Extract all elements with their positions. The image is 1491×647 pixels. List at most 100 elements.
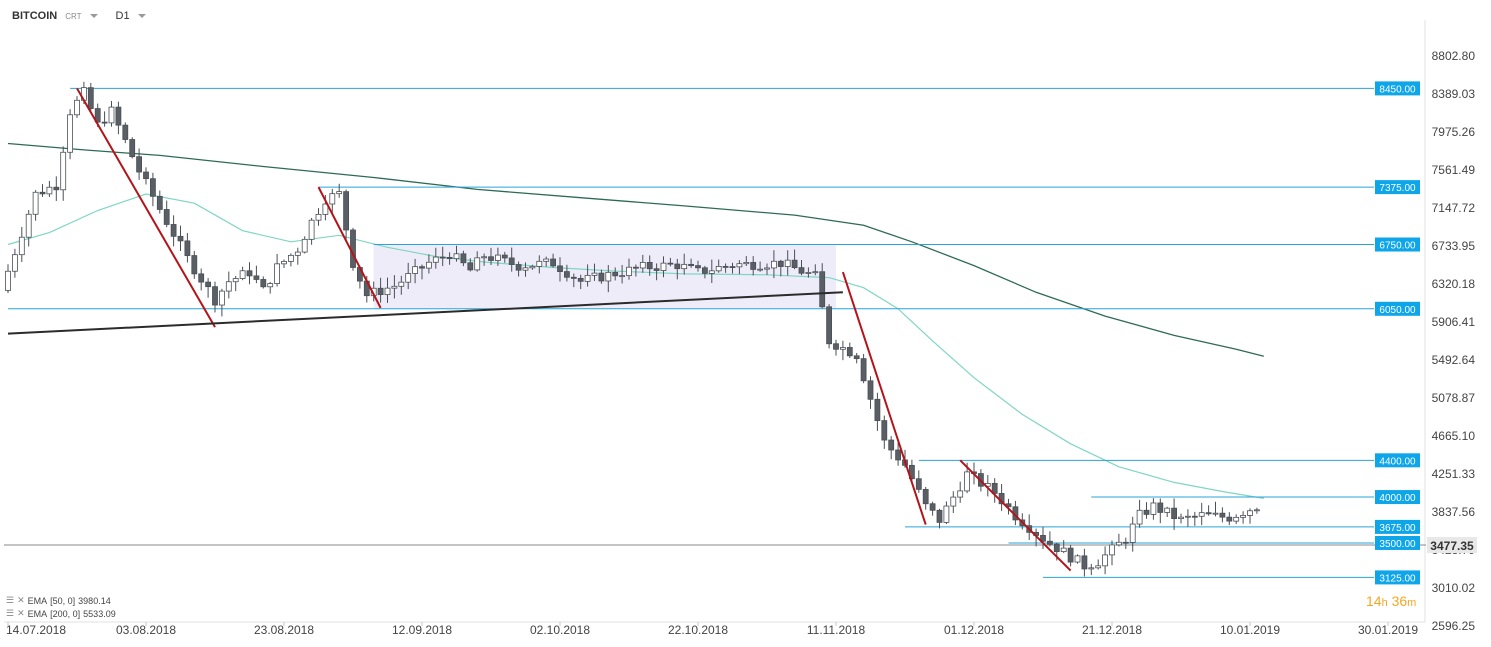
price-axis: 8802.80 8389.03 7975.26 7561.49 7147.72 6733.… (1432, 49, 1476, 633)
price-tick-label: 2596.25 (1432, 619, 1476, 633)
candle-bull (1109, 544, 1115, 556)
candle-bull (591, 272, 598, 276)
chevron-down-icon[interactable] (137, 14, 146, 18)
candle-bear (557, 265, 563, 272)
candle-bull (308, 219, 315, 240)
settings-icon[interactable]: ☰ (6, 595, 15, 605)
chevron-down-icon[interactable] (89, 14, 98, 18)
candle-bull (398, 281, 405, 287)
candle-bull (771, 260, 777, 269)
candle-bear (205, 281, 212, 288)
candle-bull (225, 281, 232, 292)
candle-bull (18, 236, 25, 256)
candle-bull (46, 186, 53, 195)
ema-lines (7, 142, 1264, 499)
candle-bear (874, 398, 881, 421)
candle-bull (391, 285, 398, 289)
candle-bear (564, 271, 570, 278)
candle-bear (1040, 535, 1046, 542)
candle-bear (929, 503, 936, 511)
candle-bull (384, 287, 391, 296)
candle-bear (798, 267, 805, 274)
date-tick-label: 23.08.2018 (254, 623, 314, 637)
candle-bull (1088, 567, 1095, 570)
candle-bear (1157, 502, 1164, 513)
candle-bull (715, 265, 722, 272)
candle-bull (294, 251, 301, 256)
symbol-label[interactable]: BITCOIN (12, 10, 58, 22)
candle-bull (1129, 523, 1136, 543)
candle-bear (598, 272, 605, 282)
candle-bear (343, 191, 350, 231)
level-badge-text: 4000.00 (1379, 493, 1416, 504)
price-tick-label: 8802.80 (1432, 49, 1476, 63)
candle-bull (336, 191, 343, 195)
date-tick-label: 03.08.2018 (116, 623, 176, 637)
candle-bear (246, 270, 253, 277)
candle-bull (757, 268, 763, 271)
candle-bear (702, 267, 708, 274)
candle-bull (681, 263, 688, 270)
level-badge-text: 3125.00 (1379, 573, 1416, 584)
candle-bear (922, 488, 929, 505)
settings-icon[interactable]: ☰ (6, 608, 15, 618)
candle-bull (425, 261, 432, 269)
candle-bear (1226, 516, 1233, 522)
level-badge-7375.00 (1375, 180, 1420, 195)
price-tick-label: 5492.64 (1432, 353, 1476, 367)
level-badges: 8450.00 7375.00 6750.00 6050.00 4400.00 4000.… (1375, 81, 1477, 585)
candle-bear (1081, 555, 1088, 570)
close-icon[interactable]: ✕ (17, 608, 25, 618)
candle-bull (60, 151, 67, 191)
date-tick-label: 30.01.2019 (1358, 623, 1418, 637)
candle-bear (212, 286, 218, 306)
candle-bull (584, 274, 591, 282)
candle-bull (605, 271, 612, 282)
level-badge-3125.00 (1375, 570, 1420, 585)
candle-bull (950, 496, 957, 507)
candle-bear (94, 108, 101, 123)
candle-bull (5, 270, 11, 291)
candle-bull (67, 114, 73, 153)
candle-bear (695, 265, 701, 269)
candle-bull (481, 256, 488, 259)
candle-bear (577, 277, 584, 282)
candle-bear (198, 273, 205, 283)
candle-bear (881, 420, 888, 441)
candle-bear (501, 254, 508, 259)
candle-bull (1164, 507, 1171, 513)
level-badge-text: 6750.00 (1379, 241, 1416, 252)
candle-bear (1047, 540, 1053, 545)
candle-bear (722, 265, 729, 268)
ema-200-line (7, 142, 1264, 357)
close-icon[interactable]: ✕ (17, 595, 25, 605)
candle-bear (39, 191, 46, 195)
candle-bull (1212, 512, 1219, 515)
red-downtrend-line (76, 87, 216, 328)
candle-bull (1136, 509, 1143, 525)
candle-bull (1116, 541, 1122, 546)
candle-bull (1074, 555, 1081, 563)
price-tick-label: 6320.18 (1432, 277, 1476, 291)
candle-bull (943, 505, 950, 523)
level-badge-text: 4400.00 (1379, 456, 1416, 467)
timeframe-label[interactable]: D1 (115, 10, 130, 22)
candle-bull (281, 261, 287, 265)
candle-bull (784, 259, 791, 267)
candle-bull (287, 254, 294, 262)
candle-bull (1254, 509, 1260, 512)
candle-bear (508, 257, 515, 265)
date-tick-label: 02.10.2018 (530, 623, 590, 637)
candle-bull (1198, 512, 1205, 517)
candle-bull (412, 266, 419, 274)
range-box-rect (373, 244, 836, 309)
candle-bear (936, 509, 943, 523)
price-tick-label: 6733.95 (1432, 239, 1476, 253)
price-tick-label: 8389.03 (1432, 87, 1476, 101)
candle-bear (791, 259, 798, 269)
level-badge-3675.00 (1375, 519, 1420, 534)
level-badge-text: 7375.00 (1379, 183, 1416, 194)
date-tick-label: 01.12.2018 (944, 623, 1004, 637)
candle-bear (826, 306, 832, 345)
